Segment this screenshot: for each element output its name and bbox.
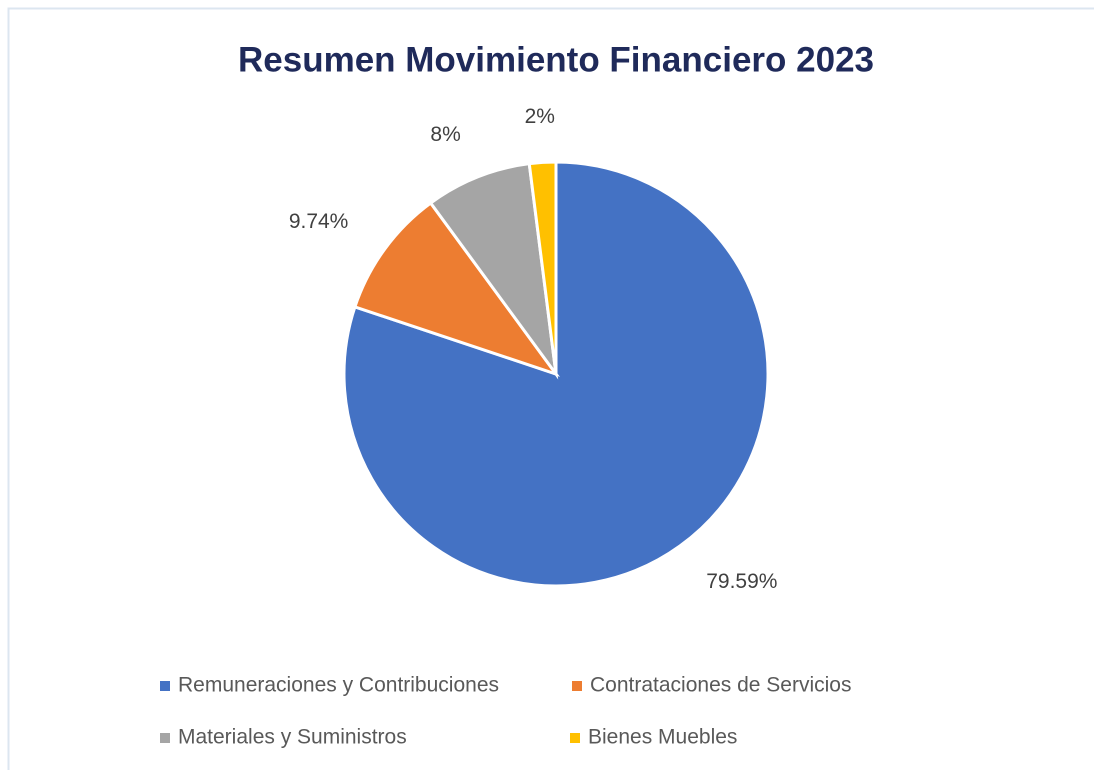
pie-slice — [527, 160, 558, 375]
pie-slice — [353, 200, 560, 377]
legend-swatch — [570, 733, 580, 743]
chart-title: Resumen Movimiento Financiero 2023 — [238, 40, 874, 79]
legend-label: Materiales y Suministros — [178, 726, 407, 749]
legend-label: Contrataciones de Servicios — [590, 674, 851, 697]
legend-label: Bienes Muebles — [588, 726, 737, 749]
pie-slice — [428, 162, 559, 380]
data-label: 2% — [525, 105, 555, 128]
data-label: 79.59% — [706, 570, 777, 593]
legend-swatch — [160, 681, 170, 691]
data-label: 8% — [430, 123, 460, 146]
legend-swatch — [160, 733, 170, 743]
legend-label: Remuneraciones y Contribuciones — [178, 674, 499, 697]
legend-swatch — [572, 681, 582, 691]
data-label: 9.74% — [289, 210, 349, 233]
